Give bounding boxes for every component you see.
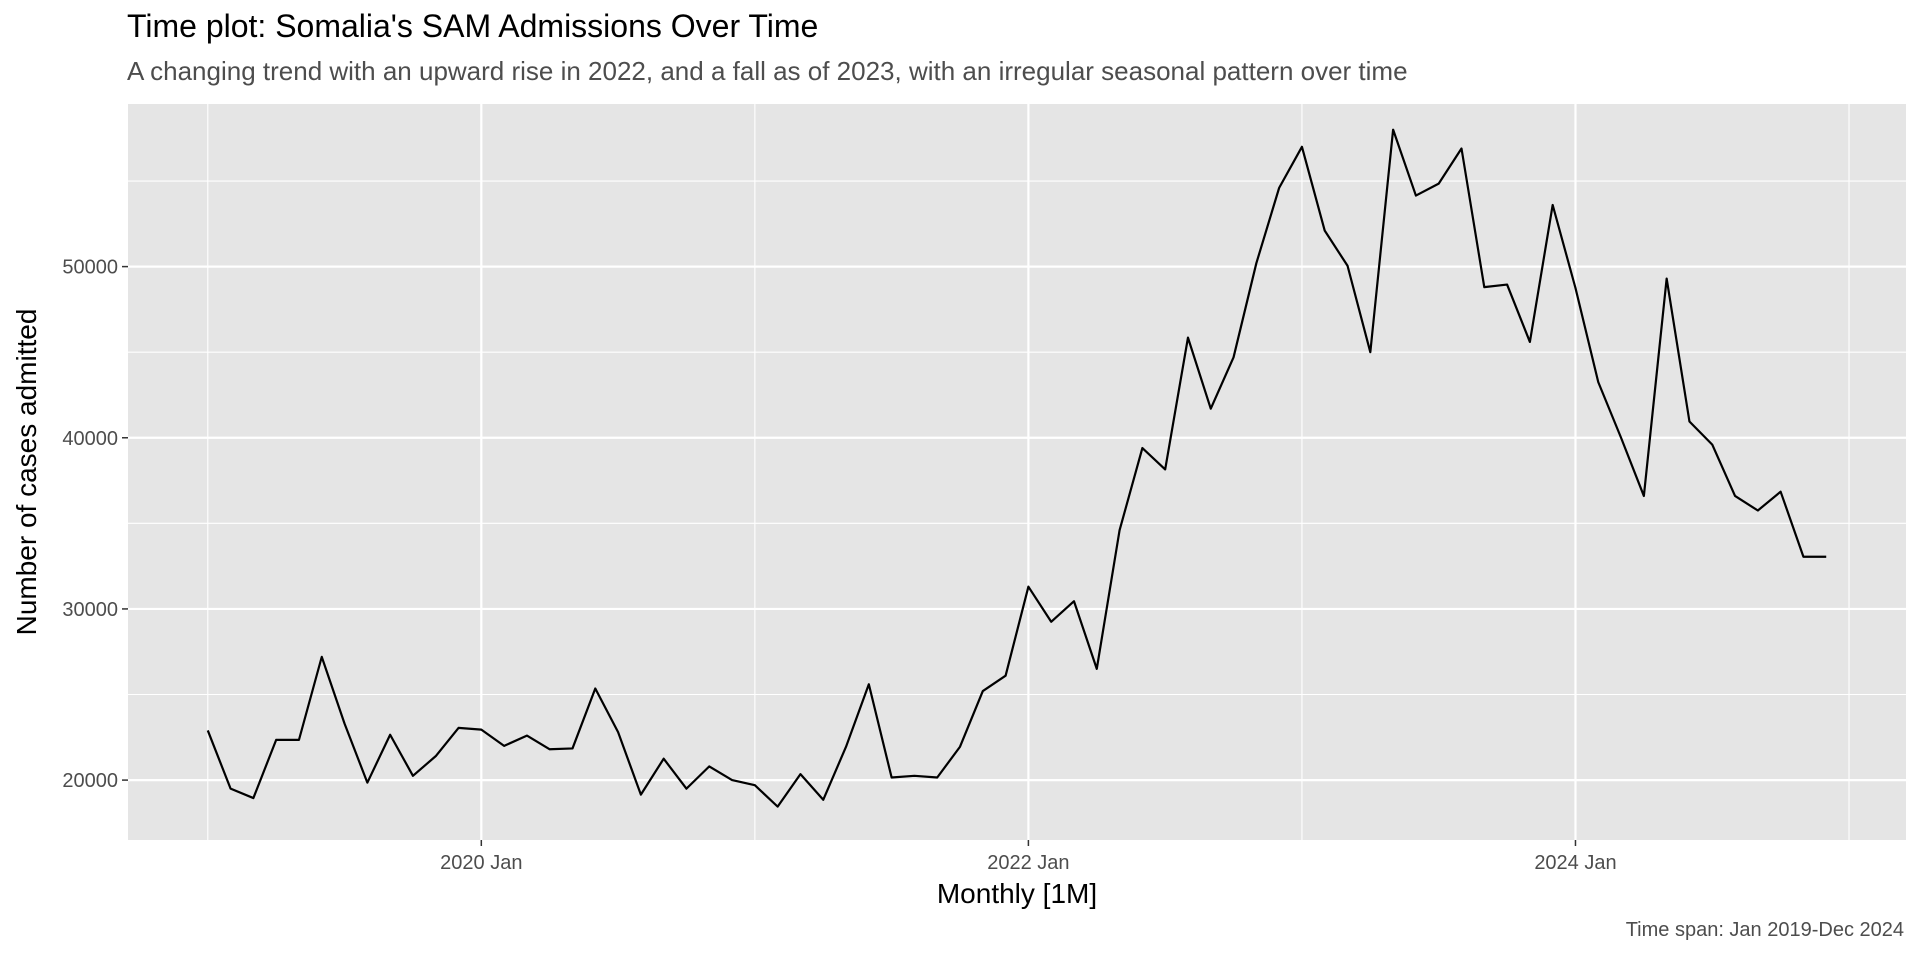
y-tick-label: 20000 (62, 770, 118, 792)
y-axis-title: Number of cases admitted (11, 309, 42, 636)
y-tick-label: 40000 (62, 428, 118, 450)
y-tick-label: 50000 (62, 257, 118, 279)
series-line (206, 128, 1827, 808)
chart-title: Time plot: Somalia's SAM Admissions Over… (127, 8, 819, 44)
x-axis-title: Monthly [1M] (937, 878, 1097, 909)
x-tick-label: 2022 Jan (987, 852, 1069, 874)
y-tick-label: 30000 (62, 599, 118, 621)
x-tick-label: 2020 Jan (440, 852, 522, 874)
x-tick-label: 2024 Jan (1534, 852, 1616, 874)
y-axis: 20000 30000 40000 50000 (62, 257, 128, 792)
chart-caption: Time span: Jan 2019-Dec 2024 (1625, 919, 1904, 941)
series-layer (206, 128, 1827, 808)
minor-gridlines (128, 104, 1906, 840)
major-gridlines (128, 104, 1906, 840)
chart-subtitle: A changing trend with an upward rise in … (127, 56, 1408, 86)
x-axis: 2020 Jan 2022 Jan 2024 Jan (440, 840, 1617, 874)
plot-panel (128, 104, 1906, 840)
